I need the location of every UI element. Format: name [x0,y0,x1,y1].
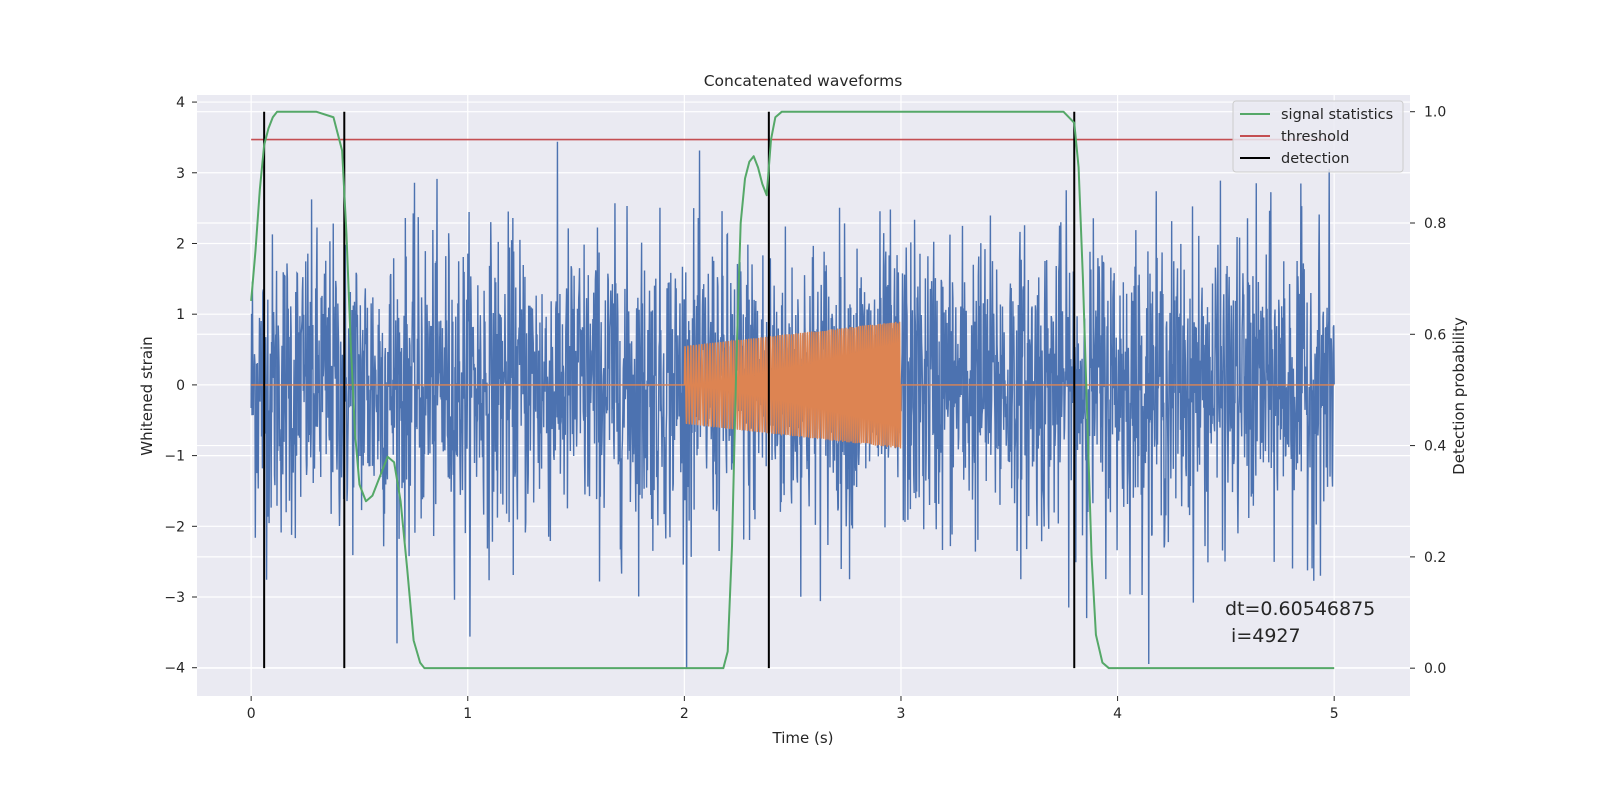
right-y-tick-label: 0.6 [1424,327,1446,343]
right-y-tick-label: 0.4 [1424,439,1446,455]
right-y-axis-label: Detection probability [1450,317,1468,475]
right-y-axis-ticks: 1.0 0.8 0.6 0.4 0.2 0.0 [1410,105,1446,677]
annotation-index: i=4927 [1225,625,1301,647]
right-y-tick-label: 0.0 [1424,661,1446,677]
legend-label-threshold: threshold [1281,129,1349,145]
right-y-tick-label: 1.0 [1424,105,1446,121]
x-axis-ticks: 0 1 2 3 4 5 [247,696,1339,722]
x-tick-label: 1 [463,706,472,722]
left-y-axis-ticks: 4 3 2 1 0 −1 −2 −3 −4 [164,95,197,677]
left-y-tick-label: −4 [164,661,185,677]
x-axis-label: Time (s) [772,729,834,747]
legend-label-detection: detection [1281,151,1349,167]
x-tick-label: 2 [680,706,689,722]
chart-title: Concatenated waveforms [704,72,903,90]
signal-statistics-series [250,110,1335,670]
left-y-tick-label: −2 [164,519,185,535]
left-y-axis-label: Whitened strain [138,336,156,455]
left-y-tick-label: 0 [176,378,185,394]
left-y-tick-label: −1 [164,449,185,465]
x-tick-label: 0 [247,706,256,722]
left-y-tick-label: 3 [176,166,185,182]
left-y-tick-label: −3 [164,590,185,606]
x-tick-label: 5 [1330,706,1339,722]
chirp-line [251,321,1335,449]
annotation-dt: dt=0.60546875 [1225,598,1375,620]
signal-statistics-line [250,110,1335,670]
left-y-tick-label: 4 [176,95,185,111]
right-y-tick-label: 0.2 [1424,550,1446,566]
right-y-tick-label: 0.8 [1424,216,1446,232]
left-y-tick-label: 2 [176,236,185,252]
left-y-tick-label: 1 [176,307,185,323]
legend: signal statistics threshold detection [1232,100,1404,173]
legend-box [1232,100,1404,173]
x-tick-label: 4 [1113,706,1122,722]
legend-label-signal-statistics: signal statistics [1281,107,1393,123]
chirp-series [251,321,1335,449]
x-tick-label: 3 [897,706,906,722]
